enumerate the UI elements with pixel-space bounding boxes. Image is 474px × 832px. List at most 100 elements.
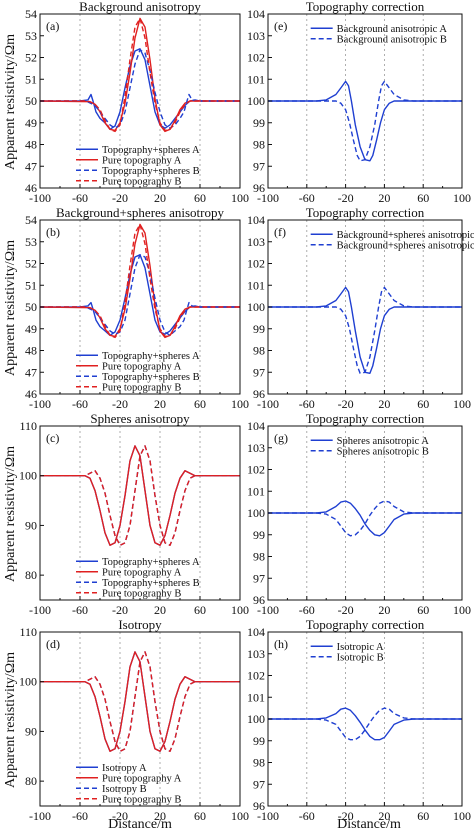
pe-ytick-label: 102 bbox=[247, 51, 265, 65]
panel-d: -100 -60 -20 20 60 100 80 90 100 110 Isotropy (d) Is… bbox=[19, 617, 249, 823]
ph-ytick-label: 99 bbox=[253, 734, 265, 748]
pb-ytick-label: 51 bbox=[25, 278, 37, 292]
pb-xtick-label: 100 bbox=[231, 397, 249, 411]
panel-g: -100 -60 -20 20 60 100 96 97 98 99 100 101 102 103 104… bbox=[247, 411, 471, 617]
pg-xtick-label: 100 bbox=[453, 603, 471, 617]
ph-ytick-label: 97 bbox=[253, 777, 265, 791]
ph-ytick-label: 96 bbox=[253, 799, 265, 813]
ph-panel-letter: (h) bbox=[274, 637, 288, 651]
ph-ytick-label: 104 bbox=[247, 625, 265, 639]
ph-title: Topography correction bbox=[306, 617, 425, 632]
pb-xtick-label: -20 bbox=[112, 397, 128, 411]
pd-xtick-label: -100 bbox=[29, 809, 51, 823]
pg-ytick-label: 99 bbox=[253, 528, 265, 542]
pa-xtick-label: 60 bbox=[194, 191, 206, 205]
pb-series-line-2 bbox=[39, 223, 240, 339]
pf-xtick-label: -60 bbox=[299, 397, 315, 411]
pa-ytick-label: 51 bbox=[25, 72, 37, 86]
ph-series-line-1 bbox=[268, 707, 462, 741]
pb-ytick-label: 50 bbox=[25, 300, 37, 314]
pg-legend-label-1: Spheres anisotropic A bbox=[337, 436, 430, 447]
pf-series-line-2 bbox=[268, 286, 462, 374]
pb-legend-label-3: Topography+spheres B bbox=[102, 372, 200, 383]
pg-series-line-1 bbox=[268, 500, 462, 537]
pc-legend-label-4: Pure topography B bbox=[102, 588, 181, 599]
pe-xtick-label: -20 bbox=[338, 191, 354, 205]
pd-legend-label-2: Pure topography A bbox=[102, 773, 182, 784]
ph-legend-label-1: Isotropic A bbox=[337, 642, 384, 653]
pg-xtick-label: -60 bbox=[299, 603, 315, 617]
pd-xtick-label: -60 bbox=[72, 809, 88, 823]
pa-xtick-label: -100 bbox=[29, 191, 51, 205]
pb-series-line-3 bbox=[40, 254, 240, 336]
pe-series-line-2 bbox=[268, 80, 462, 162]
pf-xtick-label: 20 bbox=[378, 397, 390, 411]
pe-legend-label-1: Background anisotropic A bbox=[337, 24, 448, 35]
ph-xtick-label: -60 bbox=[299, 809, 315, 823]
pf-ytick-label: 97 bbox=[253, 365, 265, 379]
pb-ytick-label: 48 bbox=[25, 344, 37, 358]
pa-ytick-label: 49 bbox=[25, 116, 37, 130]
pe-xtick-label: 20 bbox=[378, 191, 390, 205]
pc-legend-label-2: Pure topography A bbox=[102, 567, 182, 578]
pa-series-line-2 bbox=[39, 17, 240, 133]
pc-legend-label-1: Topography+spheres A bbox=[102, 557, 200, 568]
pg-ytick-label: 104 bbox=[247, 419, 265, 433]
ylabel-row-3: Apparent resistivity/Ωm bbox=[3, 446, 18, 582]
pa-xtick-label: 100 bbox=[231, 191, 249, 205]
pc-xtick-label: 20 bbox=[154, 603, 166, 617]
pf-ytick-label: 100 bbox=[247, 300, 265, 314]
pf-ytick-label: 104 bbox=[247, 213, 265, 227]
pf-ytick-label: 101 bbox=[247, 278, 265, 292]
pg-ytick-label: 96 bbox=[253, 593, 265, 607]
pe-legend-label-2: Background anisotropic B bbox=[337, 34, 447, 45]
pb-ytick-label: 54 bbox=[25, 213, 37, 227]
pb-ytick-label: 53 bbox=[25, 235, 37, 249]
pd-series-line-3 bbox=[40, 651, 240, 752]
pd-xtick-label: -20 bbox=[112, 809, 128, 823]
pb-legend-label-2: Pure topography A bbox=[102, 361, 182, 372]
pa-ytick-label: 46 bbox=[25, 181, 37, 195]
pc-series-line-4 bbox=[40, 445, 240, 546]
ph-series-line-2 bbox=[268, 707, 462, 741]
pf-ytick-label: 99 bbox=[253, 322, 265, 336]
pe-panel-letter: (e) bbox=[274, 19, 287, 33]
ph-ytick-label: 100 bbox=[247, 712, 265, 726]
ph-xtick-label: 20 bbox=[378, 809, 390, 823]
pf-ytick-label: 98 bbox=[253, 344, 265, 358]
pg-legend-label-2: Spheres anisotropic B bbox=[337, 446, 429, 457]
pe-xtick-label: 60 bbox=[417, 191, 429, 205]
pf-panel-letter: (f) bbox=[274, 225, 286, 239]
pc-ytick-label: 110 bbox=[19, 419, 37, 433]
pc-panel-letter: (c) bbox=[46, 431, 59, 445]
pd-legend-label-4: Pure topography B bbox=[102, 794, 181, 805]
pe-title: Topography correction bbox=[306, 0, 425, 14]
pa-legend-label-1: Topography+spheres A bbox=[102, 145, 200, 156]
pe-ytick-label: 103 bbox=[247, 29, 265, 43]
ph-ytick-label: 98 bbox=[253, 756, 265, 770]
pf-series-line-1 bbox=[268, 286, 462, 374]
pb-ytick-label: 46 bbox=[25, 387, 37, 401]
ph-xtick-label: -100 bbox=[257, 809, 279, 823]
panel-b: -100 -60 -20 20 60 100 46 47 48 49 50 51 52 53 54 Backg… bbox=[25, 205, 249, 411]
xlabel-right: Distance/m bbox=[337, 817, 401, 832]
pb-series-line-1 bbox=[40, 254, 240, 336]
pe-xtick-label: 100 bbox=[453, 191, 471, 205]
pe-series-line-1 bbox=[268, 80, 462, 162]
pg-ytick-label: 102 bbox=[247, 463, 265, 477]
ph-ytick-label: 102 bbox=[247, 669, 265, 683]
pb-xtick-label: -60 bbox=[72, 397, 88, 411]
pa-series-line-1 bbox=[40, 48, 240, 130]
ylabel-row-2: Apparent resistivity/Ωm bbox=[3, 240, 18, 376]
panel-a: -100 -60 -20 20 60 100 46 47 48 49 50 51 52 53 54 Backg… bbox=[25, 0, 249, 205]
panel-f: -100 -60 -20 20 60 100 96 97 98 99 100 101 102 103 104… bbox=[247, 205, 474, 411]
pe-ytick-label: 96 bbox=[253, 181, 265, 195]
pd-title: Isotropy bbox=[118, 617, 162, 632]
pd-ytick-label: 110 bbox=[19, 625, 37, 639]
pa-legend-label-3: Topography+spheres B bbox=[102, 166, 200, 177]
panel-h: -100 -60 -20 20 60 100 96 97 98 99 100 101 102 103 104… bbox=[247, 617, 471, 823]
pg-ytick-label: 100 bbox=[247, 506, 265, 520]
pf-xtick-label: 100 bbox=[453, 397, 471, 411]
pc-title: Spheres anisotropy bbox=[90, 411, 190, 426]
pc-xtick-label: 60 bbox=[194, 603, 206, 617]
